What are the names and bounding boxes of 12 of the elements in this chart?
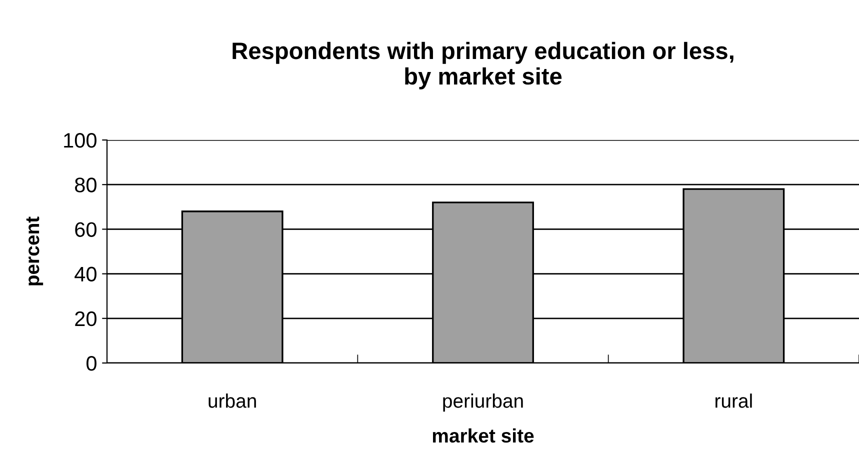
y-tick-label: 20 [75, 311, 96, 326]
chart-title: Respondents with primary education or less, by market site [232, 42, 734, 90]
x-axis-title: market site [432, 428, 534, 443]
x-tick-label: periurban [443, 394, 523, 412]
y-tick-label: 80 [75, 178, 96, 192]
y-tick-label: 100 [64, 133, 96, 148]
y-tick-label: 60 [75, 222, 96, 237]
y-tick-label: 40 [74, 266, 96, 282]
x-tick-label: urban [208, 394, 256, 408]
y-tick-label: 0 [86, 356, 96, 371]
x-tick-label: rural [716, 394, 752, 408]
y-axis-title: percent [26, 216, 44, 286]
